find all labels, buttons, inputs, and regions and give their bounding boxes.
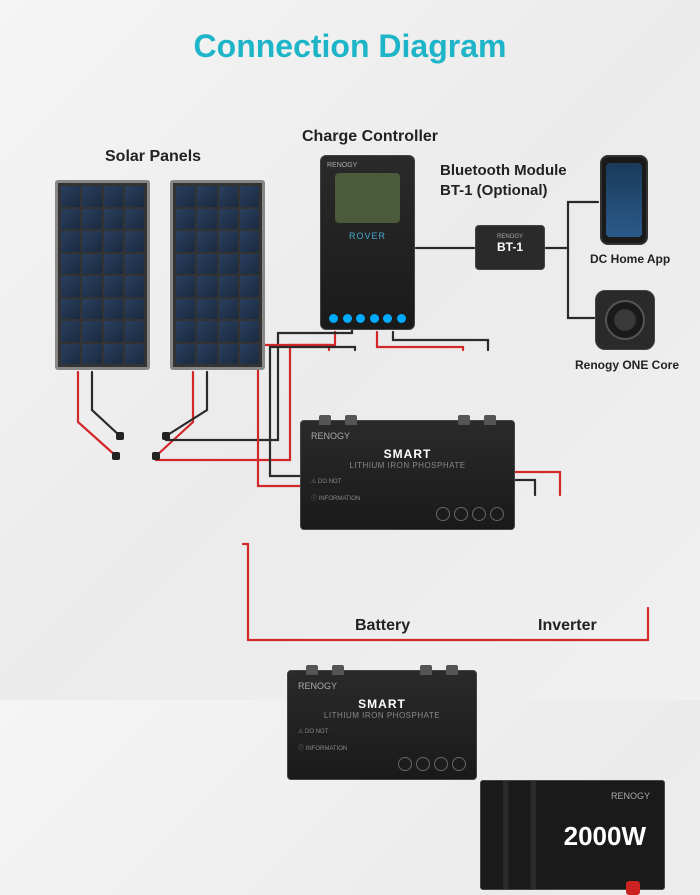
warn-text: ⚠ DO NOT bbox=[311, 478, 504, 485]
label-charge-controller: Charge Controller bbox=[302, 128, 438, 146]
cert-icon bbox=[398, 757, 412, 771]
cert-icon bbox=[416, 757, 430, 771]
dial-icon bbox=[605, 300, 645, 340]
phone-screen-icon bbox=[606, 163, 642, 237]
battery-smart-text: SMART bbox=[311, 447, 504, 461]
charge-controller: RENOGY ROVER bbox=[320, 155, 415, 330]
inverter-watts: 2000W bbox=[564, 821, 646, 852]
plug-icon bbox=[626, 881, 640, 895]
port-icon bbox=[397, 314, 406, 323]
y-connector-icon bbox=[112, 452, 120, 460]
battery-2: RENOGY SMART LITHIUM IRON PHOSPHATE ⚠ DO… bbox=[287, 670, 477, 780]
cert-icon bbox=[452, 757, 466, 771]
port-icon bbox=[356, 314, 365, 323]
cert-icon bbox=[436, 507, 450, 521]
phone-app bbox=[600, 155, 648, 245]
cert-icon bbox=[490, 507, 504, 521]
port-icon bbox=[383, 314, 392, 323]
brand-text: RENOGY bbox=[298, 681, 466, 691]
cert-icon bbox=[472, 507, 486, 521]
bluetooth-module: RENOGY BT-1 bbox=[475, 225, 545, 270]
battery-type-text: LITHIUM IRON PHOSPHATE bbox=[298, 711, 466, 720]
brand-text: RENOGY bbox=[311, 431, 504, 441]
info-text: ⓘ INFORMATION bbox=[298, 743, 466, 752]
warn-text: ⚠ DO NOT bbox=[298, 728, 466, 735]
cert-icon bbox=[454, 507, 468, 521]
y-connector-icon bbox=[116, 432, 124, 440]
battery-smart-text: SMART bbox=[298, 697, 466, 711]
label-battery: Battery bbox=[355, 617, 410, 635]
battery-type-text: LITHIUM IRON PHOSPHATE bbox=[311, 461, 504, 470]
lcd-screen-icon bbox=[335, 173, 400, 223]
label-bluetooth-1: Bluetooth Module bbox=[440, 162, 567, 179]
label-bluetooth-2: BT-1 (Optional) bbox=[440, 182, 548, 199]
port-icon bbox=[370, 314, 379, 323]
battery-1: RENOGY SMART LITHIUM IRON PHOSPHATE ⚠ DO… bbox=[300, 420, 515, 530]
port-icon bbox=[329, 314, 338, 323]
brand-text: RENOGY bbox=[611, 791, 650, 801]
brand-text: RENOGY bbox=[327, 162, 408, 169]
y-connector-icon bbox=[162, 432, 170, 440]
cert-icon bbox=[434, 757, 448, 771]
label-solar-panels: Solar Panels bbox=[105, 148, 201, 166]
info-text: ⓘ INFORMATION bbox=[311, 493, 504, 502]
model-text: ROVER bbox=[327, 231, 408, 241]
inverter: RENOGY 2000W bbox=[480, 780, 665, 890]
label-dc-home-app: DC Home App bbox=[590, 252, 670, 266]
bt-model-text: BT-1 bbox=[476, 240, 544, 254]
solar-panel-2 bbox=[170, 180, 265, 370]
label-inverter: Inverter bbox=[538, 617, 597, 635]
port-icon bbox=[343, 314, 352, 323]
label-renogy-one-core: Renogy ONE Core bbox=[575, 358, 679, 372]
y-connector-icon bbox=[152, 452, 160, 460]
solar-panel-1 bbox=[55, 180, 150, 370]
renogy-one-core bbox=[595, 290, 655, 350]
page-title: Connection Diagram bbox=[0, 0, 700, 65]
